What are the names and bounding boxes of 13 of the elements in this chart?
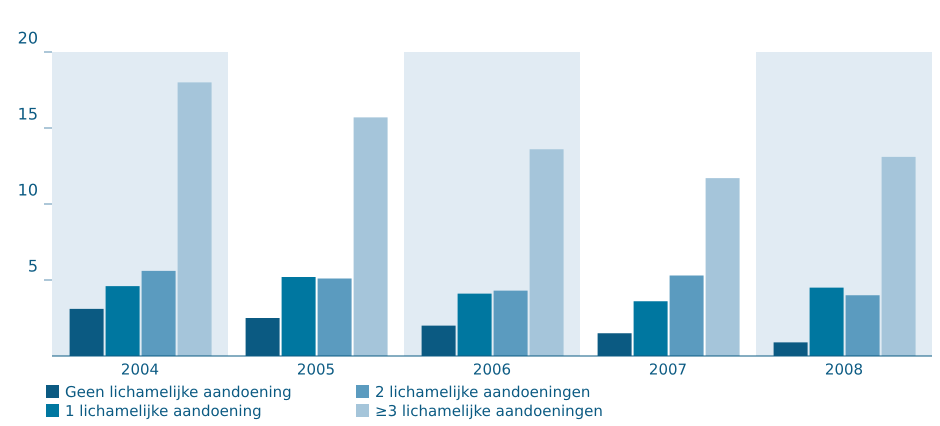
legend-label: ≥3 lichamelijke aandoeningen (375, 402, 603, 420)
legend-label: Geen lichamelijke aandoening (65, 382, 292, 400)
x-tick-label: 2007 (648, 360, 688, 379)
x-tick-label: 2006 (472, 360, 512, 379)
y-tick-label: 20 (18, 28, 38, 48)
y-tick-label: 5 (28, 256, 38, 276)
y-tick-label: 15 (18, 104, 38, 124)
x-tick-label: 2004 (120, 360, 160, 379)
legend-label: 1 lichamelijke aandoening (65, 402, 262, 420)
legend-label: 2 lichamelijke aandoeningen (375, 382, 590, 400)
x-tick-label: 2008 (824, 360, 864, 379)
y-tick-label: 10 (18, 180, 38, 200)
x-tick-label: 2005 (296, 360, 336, 379)
